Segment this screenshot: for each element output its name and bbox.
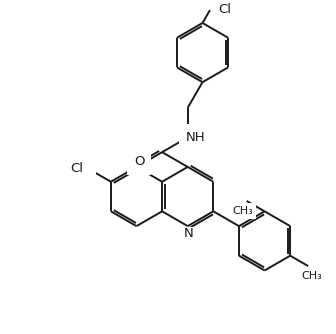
Text: CH₃: CH₃ [302, 271, 323, 281]
Text: CH₃: CH₃ [232, 206, 253, 216]
Text: N: N [184, 226, 194, 239]
Text: NH: NH [186, 131, 205, 144]
Text: Cl: Cl [218, 3, 231, 16]
Text: O: O [134, 155, 144, 168]
Text: Cl: Cl [70, 162, 83, 175]
